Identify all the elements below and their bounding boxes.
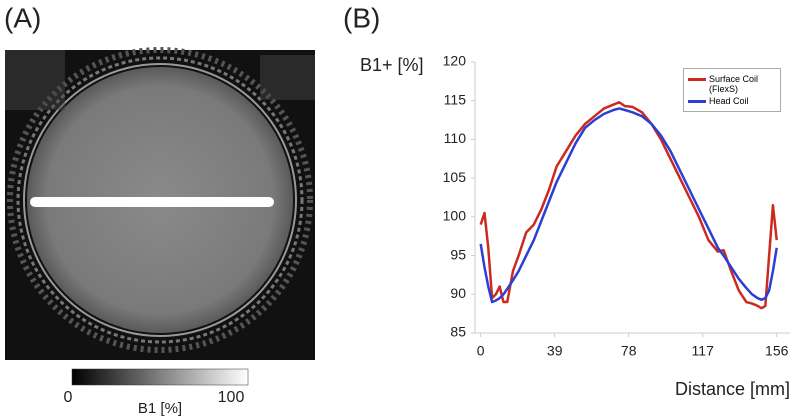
mri-image xyxy=(5,47,315,360)
legend: Surface Coil (FlexS) Head Coil xyxy=(683,68,781,112)
y-tick-label: 95 xyxy=(450,246,466,262)
series-line xyxy=(479,101,778,310)
y-tick-label: 110 xyxy=(444,130,467,146)
x-tick-label: 117 xyxy=(692,343,715,359)
colorbar-max: 100 xyxy=(218,389,245,406)
x-tick-label: 0 xyxy=(477,343,485,359)
colorbar xyxy=(71,368,249,386)
colorbar-min: 0 xyxy=(64,389,73,406)
legend-label: Head Coil xyxy=(709,96,749,106)
legend-swatch xyxy=(688,100,706,103)
legend-item: Head Coil xyxy=(688,96,776,106)
legend-label: Surface Coil (FlexS) xyxy=(709,74,759,94)
panel-label: (B) xyxy=(343,2,380,33)
x-tick-label: 78 xyxy=(621,343,637,359)
y-tick-label: 115 xyxy=(444,91,467,107)
y-tick-label: 90 xyxy=(450,285,466,301)
x-tick-label: 156 xyxy=(765,343,789,359)
series-line xyxy=(479,107,778,304)
y-tick-label: 105 xyxy=(443,169,467,185)
panel-label: (A) xyxy=(4,2,41,33)
legend-swatch xyxy=(688,78,706,81)
x-tick-label: 39 xyxy=(547,343,563,359)
y-tick-label: 120 xyxy=(443,53,467,69)
y-tick-label: 100 xyxy=(443,208,467,224)
colorbar-label: B1 [%] xyxy=(138,400,182,417)
y-axis-label: B1+ [%] xyxy=(360,55,424,75)
y-tick-label: 85 xyxy=(450,324,466,340)
legend-item: Surface Coil (FlexS) xyxy=(688,74,776,94)
x-axis-label: Distance [mm] xyxy=(675,379,790,399)
